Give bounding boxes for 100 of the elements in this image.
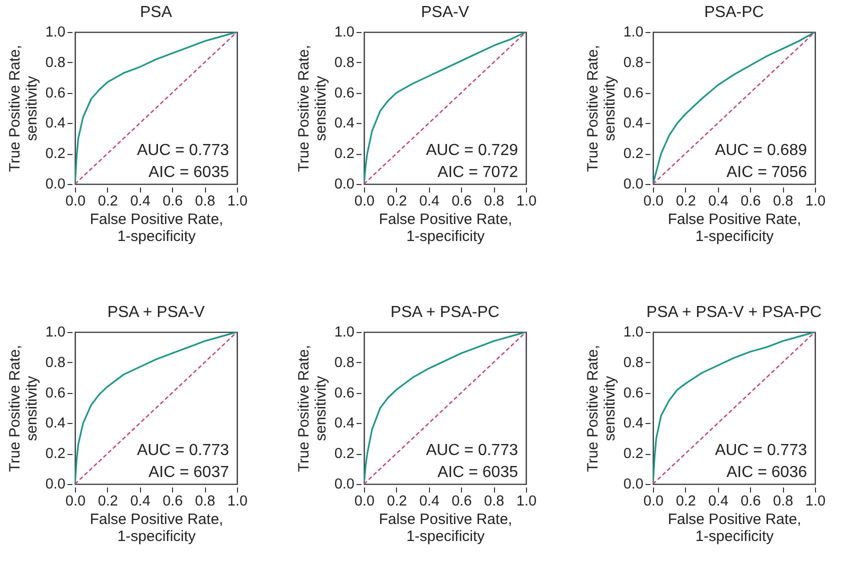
x-tick-label: 0.0 [643,194,664,210]
line-series [75,32,237,184]
y-tick-label: 1.0 [334,324,354,340]
y-tick-label: 1.0 [45,324,66,340]
chart-title: PSA + PSA-V + PSA-PC [646,304,822,321]
x-axis-title: False Positive Rate, 1-specificity [90,211,224,245]
x-tick-label: 0.2 [98,494,118,510]
annotation: AUC = 0.773 [426,442,518,459]
y-tick-label: 0.6 [623,85,644,102]
x-tick-label: 0.4 [708,494,728,510]
x-tick-label: 0.8 [195,494,216,510]
y-tick-label: 0.6 [45,385,66,402]
y-tick-label: 0.4 [45,116,66,132]
x-tick-label: 0.6 [452,194,472,210]
annotation: AUC = 0.689 [714,142,808,159]
y-tick-label: 0.6 [45,85,66,102]
line-series [364,332,526,484]
chart-title: PSA-V [420,4,470,21]
x-tick-label: 0.0 [643,494,664,510]
x-tick-label: 1.0 [805,494,826,510]
x-tick-label: 0.4 [419,194,440,210]
x-tick-label: 1.0 [516,494,537,510]
x-tick-label: 0.2 [676,494,696,510]
y-axis-title: True Positive Rate, sensitivity [584,45,618,172]
chart-title: PSA [140,4,172,21]
y-tick-label: 0.4 [45,416,66,432]
y-tick-label: 0.6 [334,385,354,402]
annotation: AUC = 0.773 [136,442,230,459]
x-tick-label: 0.0 [354,194,375,210]
y-tick-label: 1.0 [623,324,644,340]
line-series [75,332,237,484]
y-tick-label: 0.0 [45,476,66,492]
chart-title: PSA + PSA-V [107,304,206,321]
x-tick-label: 0.4 [130,494,150,510]
y-tick-label: 0.0 [623,476,644,492]
x-tick-label: 0.8 [195,194,216,210]
y-tick-label: 0.0 [45,176,66,192]
y-axis-title: True Positive Rate, sensitivity [295,345,330,472]
line-series [653,332,815,484]
line-series [364,32,526,184]
x-tick-label: 0.6 [452,494,472,510]
chart-title: PSA + PSA-PC [390,304,500,321]
x-tick-label: 0.8 [484,194,504,210]
x-tick-label: 1.0 [805,194,826,210]
x-tick-label: 0.0 [65,494,86,510]
y-tick-label: 0.4 [334,116,354,132]
x-tick-label: 0.0 [354,494,375,510]
y-tick-label: 0.0 [623,176,644,192]
x-axis-title: False Positive Rate, 1-specificity [90,511,224,545]
y-axis-title: True Positive Rate, sensitivity [6,45,40,172]
x-axis-title: False Positive Rate, 1-specificity [668,211,802,245]
y-axis-title: True Positive Rate, sensitivity [6,345,40,472]
y-tick-label: 0.6 [334,85,354,102]
line-series [653,32,815,184]
annotation: AUC = 0.773 [714,442,808,459]
y-tick-label: 0.8 [623,54,644,71]
y-tick-label: 0.4 [623,116,644,132]
x-tick-label: 0.2 [386,494,407,510]
annotation: AIC = 6037 [148,464,230,481]
y-tick-label: 1.0 [45,24,66,40]
y-tick-label: 0.2 [334,146,354,162]
y-tick-label: 0.0 [334,476,354,492]
y-tick-label: 0.8 [45,354,66,371]
y-tick-label: 0.2 [45,146,66,162]
y-tick-label: 0.2 [623,146,644,162]
y-tick-label: 0.8 [334,54,354,71]
y-axis-title: True Positive Rate, sensitivity [295,45,330,172]
annotation: AIC = 7056 [726,164,808,181]
y-tick-label: 0.8 [334,354,354,371]
y-axis-title: True Positive Rate, sensitivity [584,345,618,472]
y-tick-label: 0.8 [623,354,644,371]
y-tick-label: 0.4 [334,416,354,432]
y-tick-label: 0.2 [334,446,354,462]
x-tick-label: 0.2 [676,194,696,210]
x-tick-label: 0.6 [162,494,183,510]
x-tick-label: 1.0 [516,194,537,210]
x-tick-label: 0.4 [130,194,150,210]
x-tick-label: 0.0 [65,194,86,210]
y-tick-label: 0.6 [623,385,644,402]
x-tick-label: 0.6 [162,194,183,210]
x-tick-label: 0.4 [419,494,440,510]
annotation: AIC = 6035 [148,164,230,181]
x-tick-label: 0.2 [98,194,118,210]
y-tick-label: 0.0 [334,176,354,192]
x-tick-label: 0.6 [740,494,761,510]
x-tick-label: 1.0 [227,494,248,510]
y-tick-label: 0.2 [623,446,644,462]
x-axis-title: False Positive Rate, 1-specificity [378,511,512,545]
y-tick-label: 1.0 [334,24,354,40]
x-tick-label: 0.8 [484,494,504,510]
chart-title: PSA-PC [704,4,764,21]
y-tick-label: 0.2 [45,446,66,462]
y-tick-label: 0.4 [623,416,644,432]
x-axis-title: False Positive Rate, 1-specificity [668,511,802,545]
y-tick-label: 1.0 [623,24,644,40]
x-tick-label: 0.8 [773,194,794,210]
annotation: AUC = 0.773 [136,142,230,159]
x-tick-label: 0.6 [740,194,761,210]
x-tick-label: 0.2 [386,194,407,210]
x-axis-title: False Positive Rate, 1-specificity [378,211,512,245]
